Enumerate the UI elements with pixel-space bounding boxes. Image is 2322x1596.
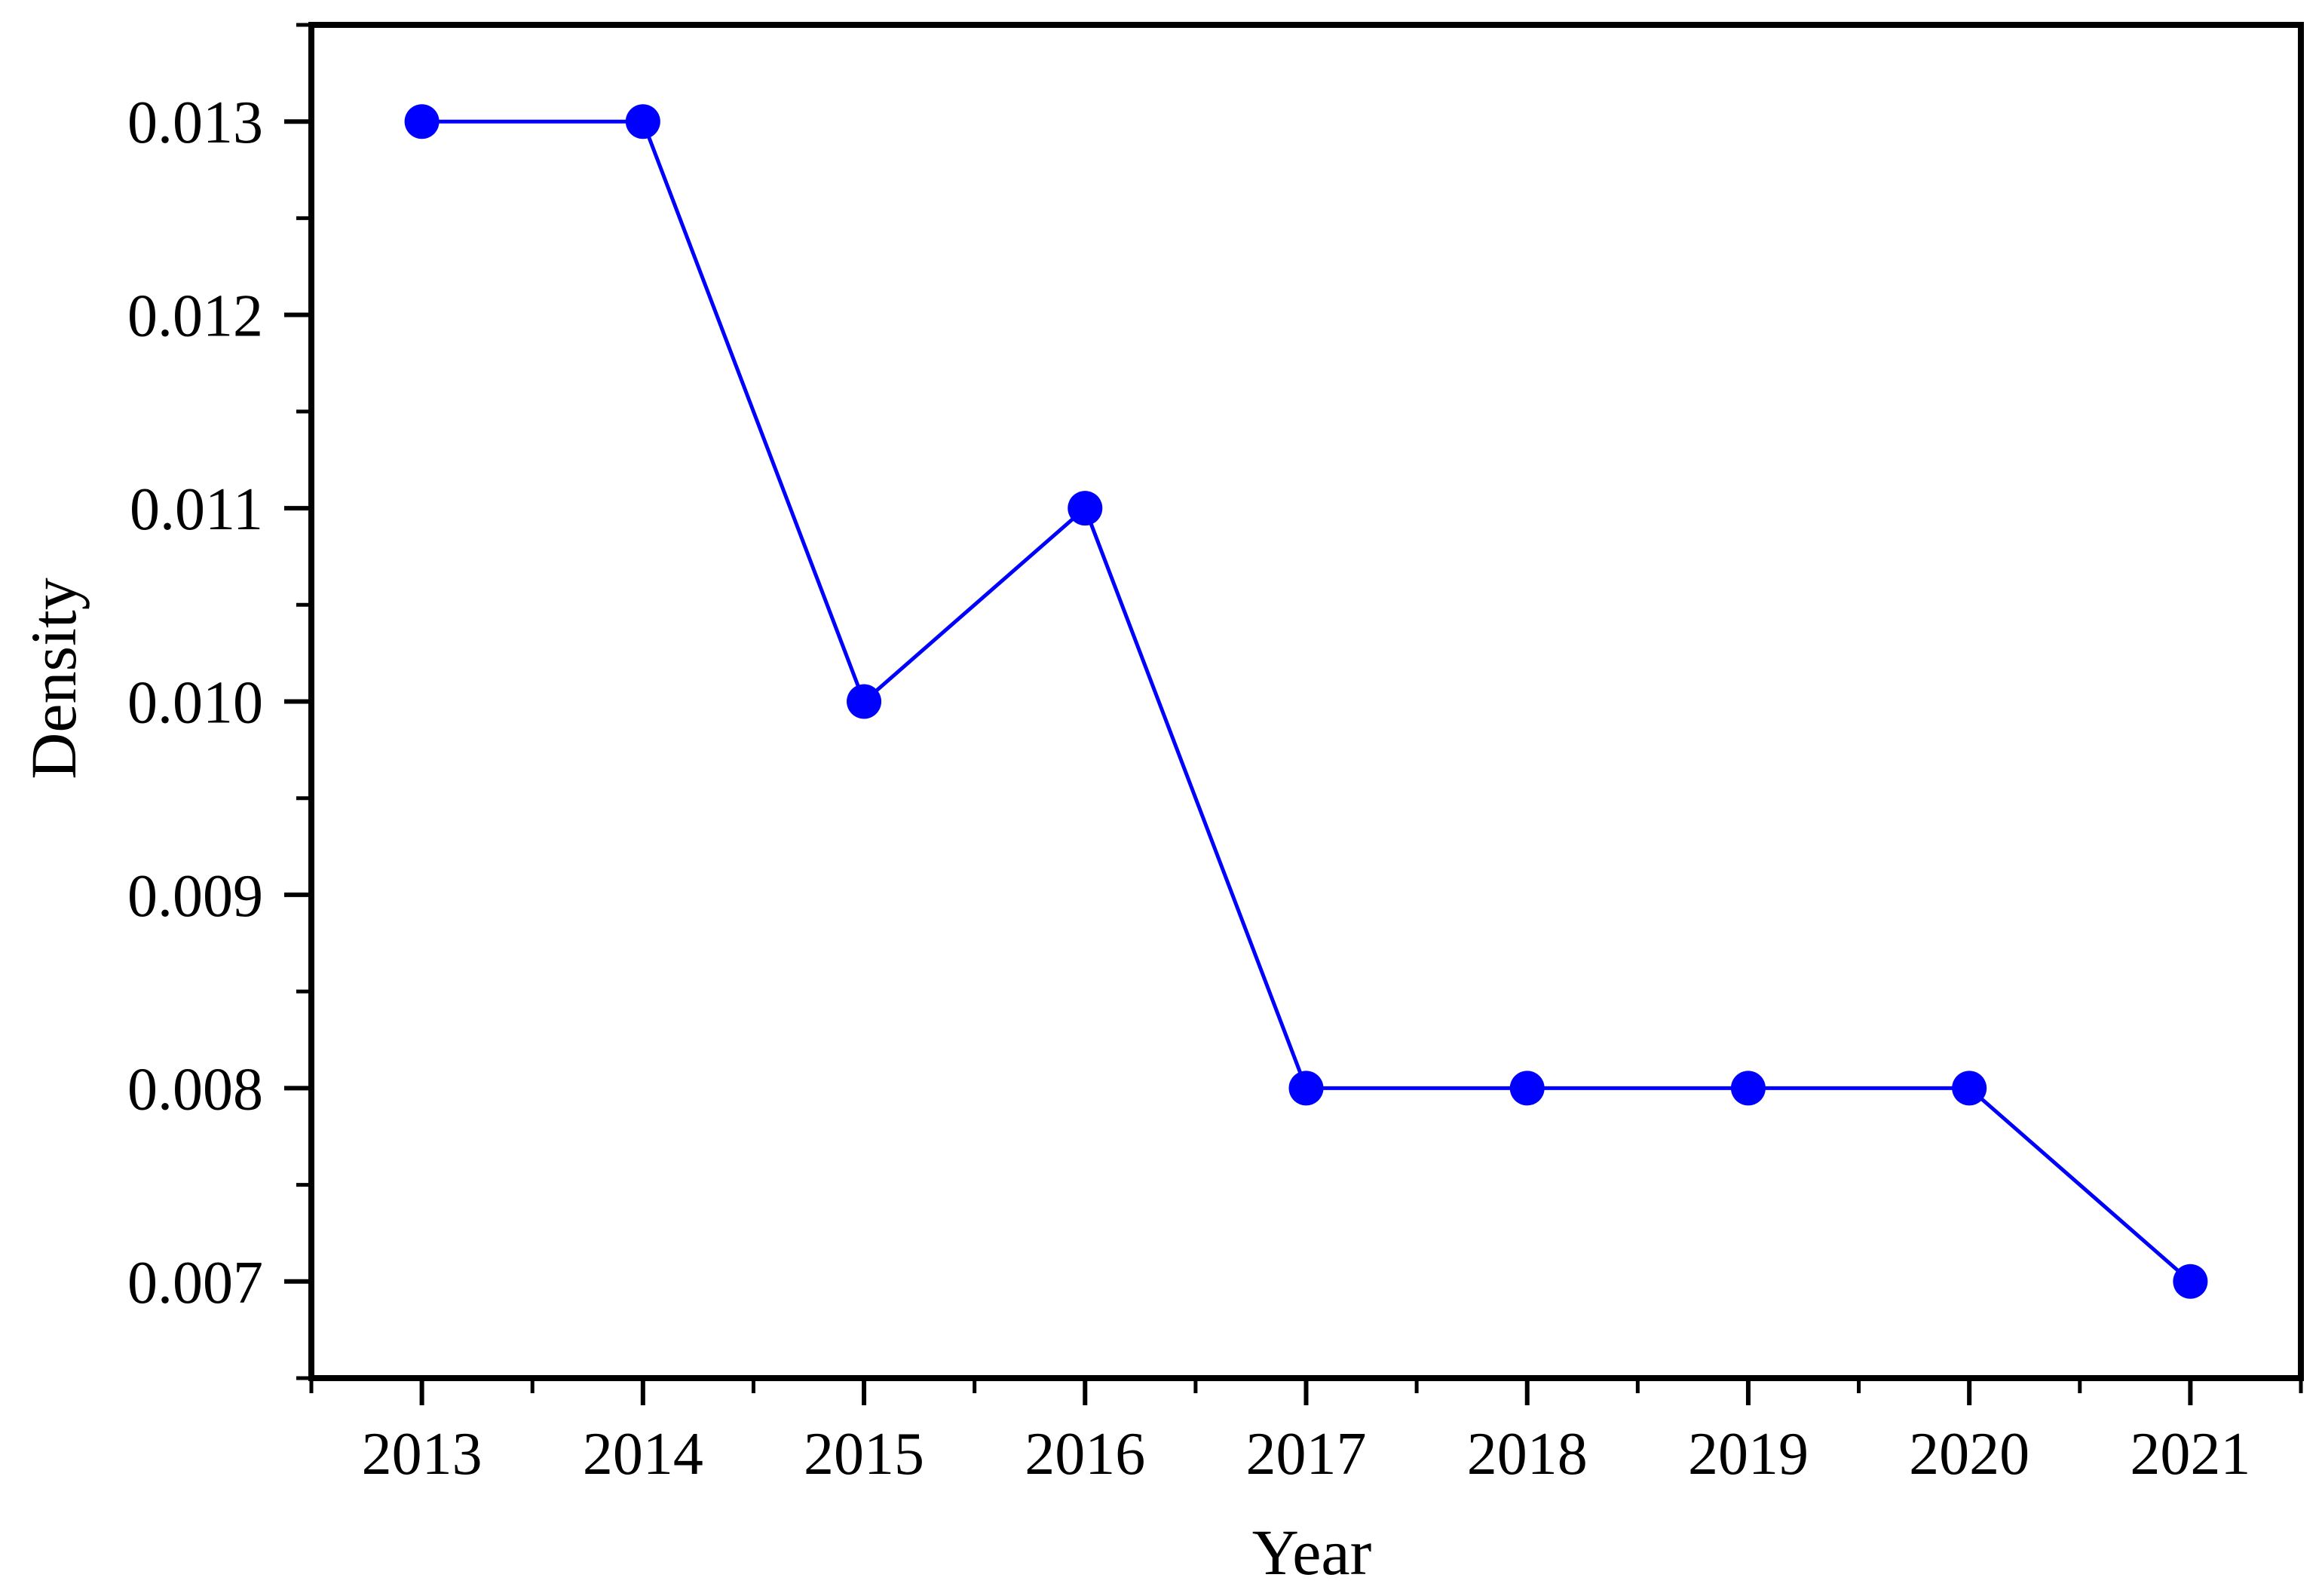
x-tick-label: 2020 [1909, 1421, 2029, 1487]
x-tick-label: 2016 [1025, 1421, 1145, 1487]
tick-labels: 0.007 0.008 0.009 0.010 0.011 0.012 0.013 2013 2… [127, 90, 2250, 1487]
x-tick-label: 2018 [1467, 1421, 1588, 1487]
y-tick-label: 0.008 [127, 1056, 263, 1123]
y-tick-label: 0.007 [127, 1250, 263, 1316]
x-tick-label: 2015 [804, 1421, 924, 1487]
data-point-marker [625, 104, 660, 139]
x-tick-label: 2021 [2130, 1421, 2250, 1487]
data-point-marker [1068, 491, 1103, 526]
x-tick-label: 2019 [1688, 1421, 1809, 1487]
y-tick-label: 0.009 [127, 863, 263, 930]
data-point-marker [1952, 1071, 1987, 1106]
data-point-marker [1288, 1071, 1324, 1106]
x-tick-label: 2013 [362, 1421, 482, 1487]
x-tick-label: 2017 [1246, 1421, 1367, 1487]
data-point-marker [1730, 1071, 1766, 1106]
x-tick-label: 2014 [583, 1421, 703, 1487]
data-point-marker [404, 104, 440, 139]
data-series [404, 104, 2208, 1299]
y-tick-label: 0.013 [127, 90, 263, 156]
data-point-marker [847, 684, 882, 719]
y-tick-label: 0.011 [130, 476, 263, 543]
data-point-marker [1509, 1071, 1545, 1106]
plot-frame [308, 22, 2304, 1381]
data-line [421, 119, 2192, 1283]
y-tick-label: 0.012 [127, 283, 263, 350]
y-axis-title: Density [17, 577, 90, 780]
data-point-marker [2173, 1264, 2208, 1299]
axis-ticks [284, 23, 2303, 1405]
x-axis-title: Year [1252, 1516, 1371, 1588]
y-tick-label: 0.010 [127, 670, 263, 737]
